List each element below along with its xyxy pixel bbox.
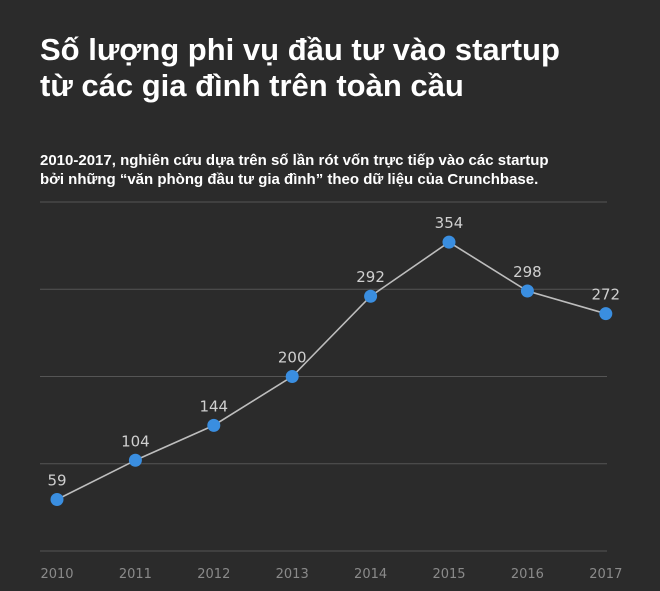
x-tick-label-2017: 2017 (589, 567, 622, 582)
chart-subtitle-line-1: 2010-2017, nghiên cứu dựa trên số lần ró… (40, 152, 549, 169)
x-tick-label-2013: 2013 (276, 567, 309, 582)
chart-subtitle: 2010-2017, nghiên cứu dựa trên số lần ró… (40, 151, 640, 189)
data-point-2013 (285, 370, 299, 383)
data-point-2014 (364, 289, 378, 303)
data-point-2011 (128, 453, 142, 467)
chart-title-line-1: Số lượng phi vụ đầu tư vào startup (40, 32, 560, 67)
x-tick-label-2012: 2012 (197, 567, 230, 582)
data-label-2016: 298 (513, 263, 542, 281)
data-label-2014: 292 (356, 268, 385, 286)
data-label-2017: 272 (591, 286, 620, 304)
data-label-2013: 200 (278, 349, 307, 367)
x-tick-label-2010: 2010 (40, 567, 73, 582)
gridlines (40, 201, 607, 552)
data-point-2010 (50, 493, 64, 507)
chart-title: Số lượng phi vụ đầu tư vào startup từ cá… (40, 32, 640, 104)
x-tick-label-2011: 2011 (119, 567, 152, 582)
chart-title-line-2: từ các gia đình trên toàn cầu (40, 68, 464, 103)
data-labels: 59 104 144 200 292 354 298 272 (47, 214, 620, 489)
data-label-2012: 144 (199, 397, 228, 415)
series-line-path (56, 241, 607, 501)
data-label-2010: 59 (47, 472, 66, 490)
data-point-2015 (442, 235, 456, 249)
data-point-2017 (599, 307, 613, 321)
x-tick-label-2016: 2016 (511, 567, 544, 582)
chart-subtitle-line-2: bởi những “văn phòng đầu tư gia đình” th… (40, 171, 539, 188)
x-axis: 2010 2011 2012 2013 2014 2015 2016 2017 (40, 567, 622, 582)
data-label-2011: 104 (121, 432, 150, 450)
data-point-2016 (520, 284, 534, 298)
data-label-2015: 354 (435, 214, 464, 232)
data-point-2012 (207, 418, 221, 432)
data-points (50, 235, 613, 507)
x-tick-label-2015: 2015 (432, 567, 465, 582)
series-line (56, 241, 607, 501)
x-tick-label-2014: 2014 (354, 567, 387, 582)
